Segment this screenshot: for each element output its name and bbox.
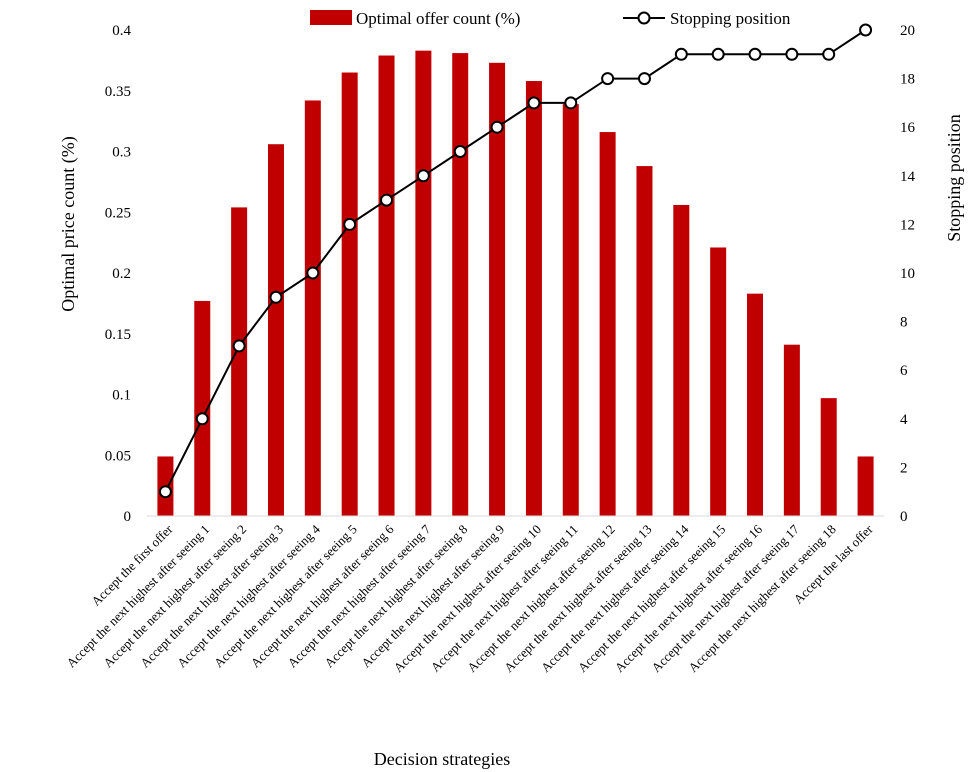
legend-label-bar: Optimal offer count (%) (356, 9, 520, 28)
bar (636, 166, 653, 516)
line-point (343, 217, 357, 231)
y2-tick-label: 16 (900, 120, 916, 136)
line-point (195, 412, 209, 426)
x-axis-title: Decision strategies (374, 749, 510, 769)
y-tick-label: 0.4 (112, 23, 131, 39)
line-point (416, 169, 430, 183)
line-point (674, 47, 688, 61)
line-point (490, 120, 504, 134)
y2-tick-label: 8 (900, 315, 908, 331)
line-point (711, 47, 725, 61)
line-point (564, 96, 578, 110)
y2-tick-label: 20 (900, 23, 915, 39)
legend-label-line: Stopping position (670, 9, 791, 28)
line-point (637, 72, 651, 86)
y2-tick-label: 14 (900, 169, 916, 185)
line-point (232, 339, 246, 353)
legend: Optimal offer count (%) Stopping positio… (310, 9, 791, 28)
bar (673, 204, 690, 516)
bar (378, 55, 395, 516)
y-tick-label: 0.3 (112, 145, 131, 161)
y-tick-label: 0 (124, 509, 132, 525)
y-tick-label: 0.2 (112, 266, 131, 282)
line-point (527, 96, 541, 110)
y2-tick-label: 0 (900, 509, 908, 525)
bar (489, 62, 506, 517)
bar (783, 344, 800, 516)
bar (525, 81, 542, 516)
y-tick-label: 0.15 (105, 327, 131, 343)
bar (820, 398, 837, 516)
line-point (306, 266, 320, 280)
bar (562, 104, 579, 517)
legend-swatch-bar (310, 10, 352, 25)
y-tick-label: 0.25 (105, 205, 131, 221)
bar (267, 144, 284, 516)
line-point (859, 23, 873, 37)
bar (231, 207, 248, 516)
y2-axis-title: Stopping position (944, 114, 964, 242)
line-point (748, 47, 762, 61)
y-tick-label: 0.35 (105, 84, 131, 100)
bar (194, 300, 211, 516)
y2-tick-label: 4 (900, 412, 908, 428)
y2-tick-label: 2 (900, 460, 908, 476)
bars (157, 50, 874, 517)
line-point (822, 47, 836, 61)
line-point (601, 72, 615, 86)
y2-tick-label: 6 (900, 363, 908, 379)
bar (341, 72, 358, 517)
bar (710, 247, 727, 517)
left-axis-ticks: 0 0.05 0.1 0.15 0.2 0.25 0.3 0.35 0.4 (105, 23, 132, 525)
y2-tick-label: 12 (900, 217, 915, 233)
bar (304, 100, 321, 516)
right-axis-ticks: 0 2 4 6 8 10 12 14 16 18 20 (900, 23, 916, 525)
line-point (453, 145, 467, 158)
y2-tick-label: 10 (900, 266, 915, 282)
legend-swatch-marker (637, 11, 651, 25)
bar (747, 293, 764, 516)
y2-tick-label: 18 (900, 72, 915, 88)
y-tick-label: 0.05 (105, 448, 131, 464)
bar (415, 50, 432, 516)
line-point (380, 193, 394, 207)
line-point (269, 290, 283, 304)
bar (857, 456, 874, 516)
line-point (158, 485, 172, 499)
line-series (158, 23, 873, 499)
line-point (785, 47, 799, 61)
y-tick-label: 0.1 (112, 388, 131, 404)
bar (452, 53, 469, 517)
y-axis-title: Optimal price count (%) (58, 136, 79, 311)
bar (599, 132, 616, 516)
